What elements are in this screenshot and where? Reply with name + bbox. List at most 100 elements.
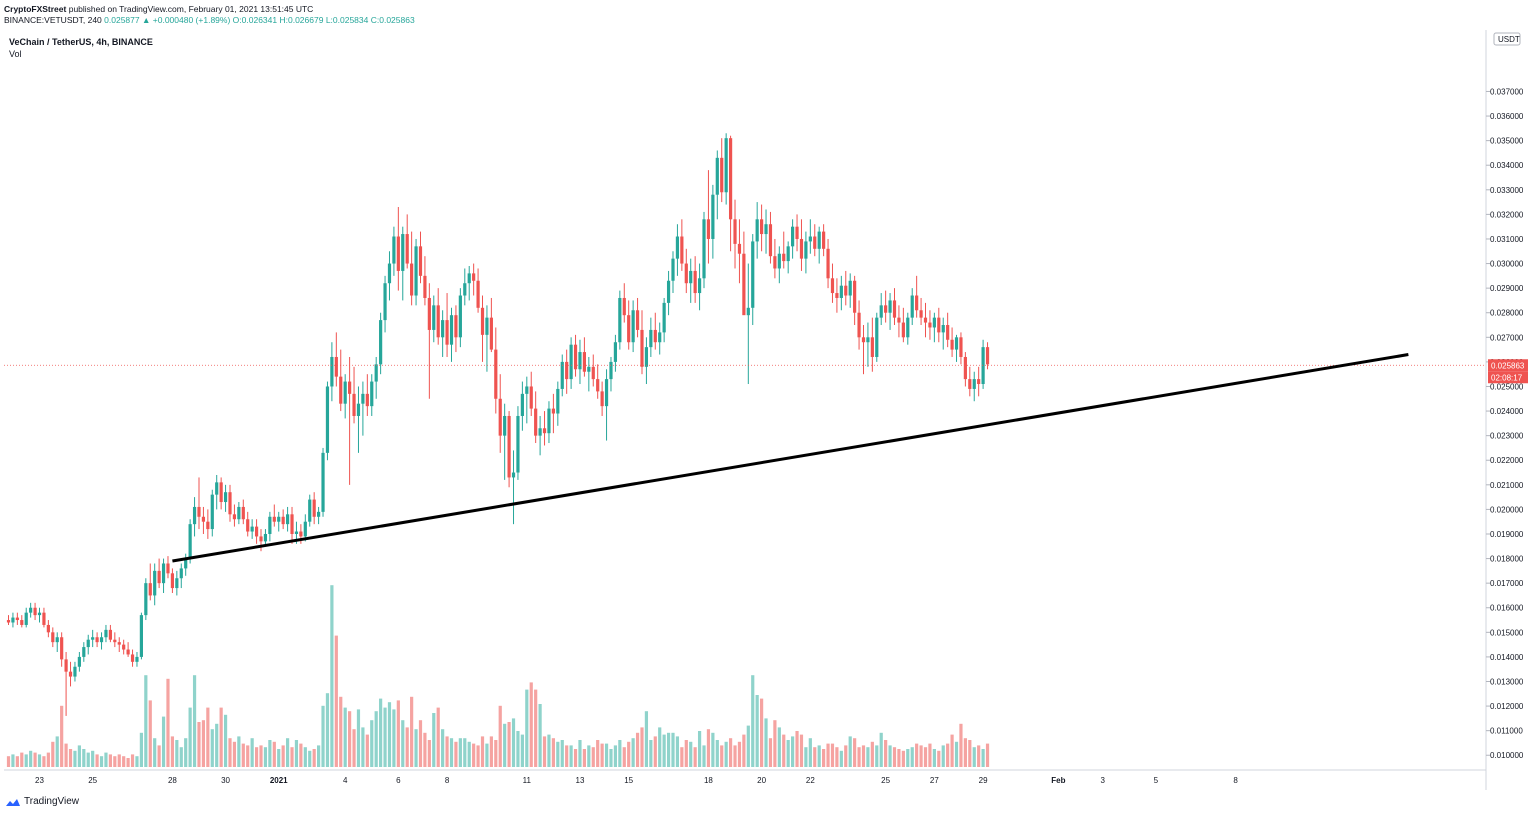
candle-body[interactable]	[317, 511, 321, 517]
candle-body[interactable]	[941, 325, 945, 333]
candle-body[interactable]	[697, 278, 702, 294]
candle-body[interactable]	[303, 521, 307, 537]
candle-body[interactable]	[82, 647, 86, 657]
candle-body[interactable]	[791, 226, 795, 247]
candle-body[interactable]	[666, 280, 671, 303]
candle-body[interactable]	[374, 364, 378, 382]
candle-body[interactable]	[888, 300, 892, 313]
candle-body[interactable]	[853, 280, 857, 313]
candle-body[interactable]	[476, 280, 480, 308]
candle-body[interactable]	[321, 452, 325, 512]
candle-body[interactable]	[830, 278, 835, 294]
candle-body[interactable]	[480, 307, 485, 335]
candle-body[interactable]	[782, 253, 786, 262]
candle-body[interactable]	[210, 494, 214, 530]
legend-volume[interactable]: Vol	[9, 49, 22, 59]
candle-body[interactable]	[294, 531, 299, 534]
candle-body[interactable]	[897, 317, 901, 323]
candle-body[interactable]	[658, 332, 662, 343]
candle-body[interactable]	[170, 573, 175, 589]
candle-body[interactable]	[985, 347, 990, 365]
candle-body[interactable]	[24, 612, 28, 625]
candle-body[interactable]	[228, 492, 232, 515]
candle-body[interactable]	[587, 366, 591, 372]
candle-body[interactable]	[418, 246, 423, 276]
candle-body[interactable]	[959, 337, 963, 357]
candle-body[interactable]	[915, 295, 919, 311]
candle-body[interactable]	[37, 612, 42, 616]
candle-body[interactable]	[339, 376, 343, 404]
candle-body[interactable]	[728, 138, 733, 220]
candle-body[interactable]	[361, 393, 365, 404]
candle-body[interactable]	[968, 379, 972, 389]
candle-body[interactable]	[724, 138, 728, 193]
candle-body[interactable]	[290, 514, 294, 534]
candle-body[interactable]	[857, 312, 861, 338]
candle-body[interactable]	[33, 607, 37, 616]
candle-body[interactable]	[184, 558, 188, 569]
candle-body[interactable]	[237, 506, 241, 520]
candle-body[interactable]	[591, 366, 595, 380]
candle-body[interactable]	[343, 381, 347, 404]
candle-body[interactable]	[511, 472, 516, 478]
candle-body[interactable]	[662, 302, 666, 333]
candle-body[interactable]	[671, 258, 675, 281]
candle-body[interactable]	[764, 224, 768, 235]
candle-body[interactable]	[387, 263, 392, 284]
candle-body[interactable]	[108, 629, 112, 640]
candle-body[interactable]	[578, 352, 582, 370]
candle-body[interactable]	[219, 482, 223, 503]
candle-body[interactable]	[166, 563, 170, 574]
candle-body[interactable]	[330, 356, 334, 387]
candle-body[interactable]	[454, 315, 458, 338]
candle-body[interactable]	[161, 563, 166, 584]
candle-body[interactable]	[281, 516, 285, 525]
candle-body[interactable]	[848, 280, 852, 296]
candle-body[interactable]	[206, 521, 210, 530]
candle-body[interactable]	[680, 236, 684, 264]
candle-body[interactable]	[86, 639, 90, 648]
candle-body[interactable]	[702, 219, 706, 279]
tradingview-logo[interactable]: TradingView	[5, 796, 79, 807]
candle-body[interactable]	[95, 637, 99, 643]
candle-body[interactable]	[573, 344, 578, 370]
candle-body[interactable]	[839, 285, 843, 298]
candle-body[interactable]	[884, 305, 888, 313]
candle-body[interactable]	[436, 305, 440, 338]
candle-body[interactable]	[516, 415, 520, 473]
candle-body[interactable]	[117, 642, 121, 645]
candle-body[interactable]	[113, 639, 117, 643]
candle-body[interactable]	[379, 320, 383, 365]
candle-body[interactable]	[649, 329, 653, 348]
candle-body[interactable]	[609, 361, 613, 380]
candle-body[interactable]	[122, 644, 126, 650]
candle-body[interactable]	[822, 231, 826, 249]
candle-body[interactable]	[410, 263, 414, 296]
candle-body[interactable]	[144, 583, 148, 616]
candle-body[interactable]	[950, 339, 954, 350]
candle-body[interactable]	[334, 356, 338, 377]
candle-body[interactable]	[427, 297, 431, 330]
candle-body[interactable]	[746, 307, 750, 316]
candle-body[interactable]	[529, 386, 533, 409]
candle-body[interactable]	[706, 219, 711, 239]
candle-body[interactable]	[356, 403, 361, 416]
candle-body[interactable]	[804, 241, 808, 259]
candle-body[interactable]	[963, 356, 967, 380]
candle-body[interactable]	[520, 393, 524, 416]
candle-body[interactable]	[29, 607, 33, 613]
candle-body[interactable]	[414, 246, 418, 296]
candle-body[interactable]	[879, 305, 883, 318]
candle-body[interactable]	[582, 352, 586, 372]
candle-body[interactable]	[259, 536, 263, 542]
candle-body[interactable]	[631, 310, 635, 343]
candle-body[interactable]	[42, 612, 46, 625]
candle-body[interactable]	[910, 295, 914, 318]
candle-body[interactable]	[11, 617, 15, 623]
candle-body[interactable]	[241, 506, 245, 520]
currency-badge[interactable]	[1493, 32, 1521, 46]
plot-area[interactable]	[4, 30, 1486, 770]
candle-body[interactable]	[773, 256, 777, 269]
candle-body[interactable]	[613, 342, 618, 362]
candle-body[interactable]	[46, 624, 50, 633]
